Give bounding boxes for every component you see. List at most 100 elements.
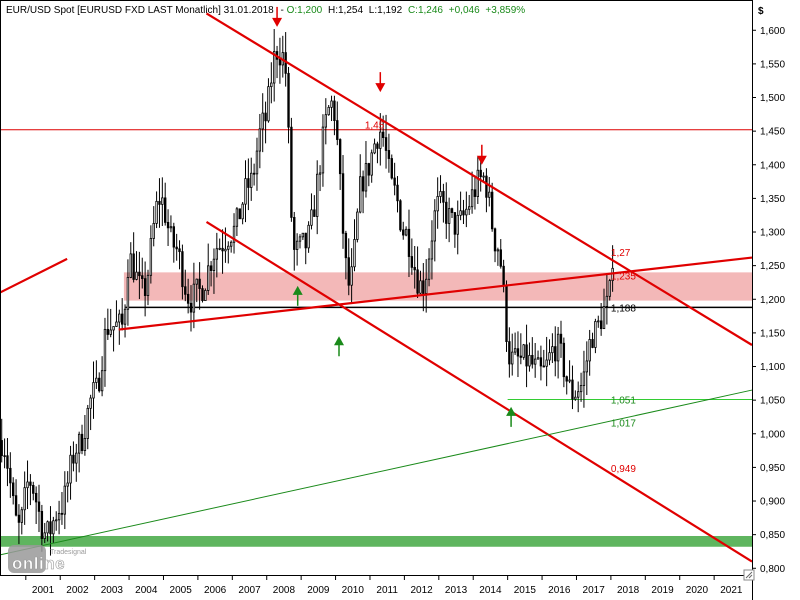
tradesignal-watermark: Tradesignal online	[8, 545, 87, 573]
down-arrow-marker	[476, 144, 487, 165]
candle-down	[591, 339, 594, 348]
header-change: +0,046	[449, 5, 480, 16]
up-arrow-marker	[506, 406, 517, 427]
currency-symbol: $	[758, 6, 764, 17]
candle-up	[232, 225, 236, 243]
candle-up	[356, 211, 359, 240]
candle-down	[304, 232, 307, 249]
candle-down	[278, 58, 282, 66]
x-tick-label: 2008	[273, 585, 296, 596]
candle-up	[359, 176, 362, 213]
candle-up	[169, 226, 173, 229]
candle-up	[250, 172, 253, 188]
up-arrow-marker	[334, 336, 345, 357]
candle-up	[511, 351, 514, 365]
candle-up	[195, 278, 198, 285]
candle-down	[393, 177, 396, 186]
x-tick-label: 2018	[617, 585, 640, 596]
candle-up	[548, 352, 551, 361]
x-tick-label: 2016	[548, 585, 571, 596]
candle-down	[198, 278, 201, 289]
candle-up	[545, 359, 548, 367]
candle-down	[565, 376, 568, 382]
candle-down	[0, 440, 3, 457]
candle-up	[66, 482, 69, 487]
watermark-brand: Tradesignal	[50, 549, 87, 556]
candle-down	[347, 257, 350, 286]
candle-up	[370, 152, 373, 176]
candle-up	[597, 320, 600, 323]
candle-up	[23, 487, 26, 511]
horizontal-lines	[0, 129, 752, 400]
candle-up	[496, 249, 500, 252]
candle-down	[158, 200, 161, 205]
candle-up	[301, 232, 305, 238]
candle-down	[9, 467, 12, 484]
down-arrow-marker	[272, 6, 283, 27]
candle-up	[488, 191, 491, 198]
candle-up	[109, 329, 112, 335]
level-label: 1,45	[365, 120, 385, 131]
chart-header: EUR/USD Spot [EURUSD FXD LAST Monatlich]…	[6, 5, 525, 16]
candle-down	[313, 209, 316, 217]
y-tick-label: 1,500	[760, 93, 785, 104]
candle-up	[602, 306, 606, 330]
candle-up	[324, 114, 327, 128]
candle-down	[6, 455, 9, 469]
candle-down	[132, 253, 135, 280]
candle-down	[384, 137, 388, 151]
candle-up	[310, 209, 313, 226]
y-tick-label: 1,000	[760, 429, 785, 440]
candle-down	[554, 346, 557, 362]
candle-up	[52, 520, 55, 535]
candle-up	[26, 481, 29, 489]
candle-down	[287, 72, 290, 128]
watermark-product: online	[12, 554, 65, 573]
candle-down	[40, 510, 44, 539]
candle-down	[453, 212, 457, 235]
candle-up	[353, 239, 356, 268]
candle-up	[298, 236, 302, 242]
candle-down	[290, 126, 293, 218]
candle-down	[338, 139, 342, 175]
candle-up	[321, 126, 325, 174]
zones	[0, 272, 753, 547]
candle-down	[450, 208, 454, 213]
candle-down	[376, 143, 379, 149]
candle-up	[295, 240, 299, 250]
candle-up	[318, 172, 322, 175]
level-label: 1,188	[611, 303, 636, 314]
candle-up	[608, 280, 611, 297]
candle-up	[568, 379, 571, 382]
resize-grip[interactable]	[743, 569, 755, 581]
candle-down	[60, 512, 64, 515]
old-red-trend	[0, 257, 68, 294]
candle-up	[556, 333, 560, 362]
candle-down	[247, 178, 250, 188]
candle-up	[436, 196, 439, 212]
candle-down	[571, 379, 574, 400]
candle-up	[427, 258, 431, 280]
level-label: 1,051	[611, 395, 636, 406]
x-tick-label: 2006	[204, 585, 227, 596]
candle-down	[390, 158, 393, 179]
candle-down	[32, 484, 35, 494]
candle-up	[207, 265, 210, 291]
candle-down	[562, 342, 566, 378]
candle-up	[522, 344, 525, 358]
candle-up	[46, 521, 49, 534]
candle-down	[17, 514, 21, 523]
candle-up	[261, 112, 264, 130]
candle-down	[422, 280, 425, 294]
candle-up	[55, 519, 58, 522]
candle-down	[336, 120, 339, 140]
candle-up	[123, 308, 127, 325]
x-tick-label: 2017	[583, 585, 606, 596]
level-label: 1,017	[611, 418, 636, 429]
candle-up	[577, 391, 580, 398]
candle-up	[255, 150, 259, 175]
candle-down	[120, 313, 124, 325]
candle-up	[574, 396, 577, 400]
candle-down	[178, 248, 181, 253]
